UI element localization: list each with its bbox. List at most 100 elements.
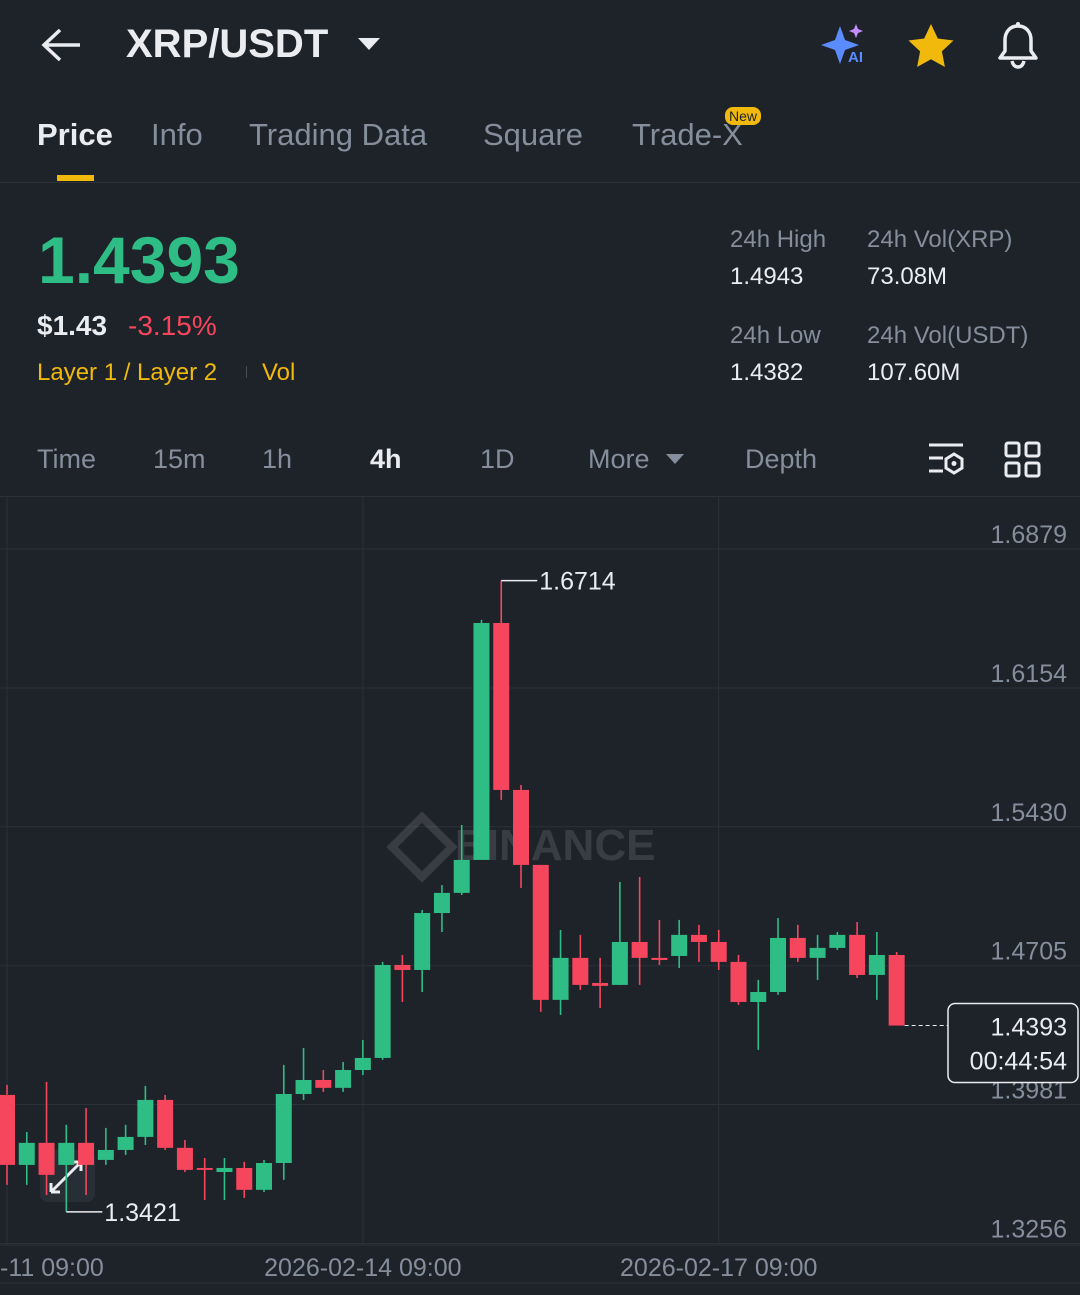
stat-value: 107.60M: [867, 359, 961, 386]
candle-body: [78, 1142, 95, 1165]
candle-body: [196, 1167, 213, 1170]
candle-body: [611, 941, 628, 985]
candle-body: [750, 992, 767, 1002]
svg-text:AI: AI: [848, 49, 863, 66]
stat-value: 1.4382: [730, 359, 804, 386]
new-badge: New: [725, 107, 762, 125]
stat-value: 73.08M: [867, 263, 948, 290]
candle-body: [513, 789, 530, 865]
candle-body: [315, 1079, 332, 1088]
candle-body: [157, 1099, 174, 1148]
candle-body: [18, 1142, 35, 1165]
x-tick-label: -11 09:00: [0, 1254, 104, 1282]
candle-body: [58, 1142, 75, 1165]
last-price-label: 1.4393: [991, 1014, 1067, 1042]
pair-dropdown[interactable]: [357, 36, 381, 52]
low-label: 1.3421: [104, 1199, 180, 1227]
back-button[interactable]: [40, 26, 84, 64]
indicator-settings[interactable]: [926, 440, 966, 480]
y-tick-label: 1.6879: [991, 521, 1067, 549]
candle-body: [710, 941, 727, 962]
candle-body: [236, 1167, 253, 1190]
more-dropdown[interactable]: [666, 453, 684, 465]
candle-body: [0, 1094, 15, 1165]
favorite-star[interactable]: [906, 22, 956, 68]
price-change: -3.15%: [128, 310, 217, 341]
candle-body: [888, 955, 905, 1026]
candle-body: [117, 1136, 134, 1150]
candle-body: [789, 937, 806, 958]
candle-body: [572, 957, 589, 985]
candle-body: [651, 957, 668, 960]
candle-body: [532, 864, 549, 1000]
pair-title[interactable]: XRP/USDT: [126, 22, 329, 66]
candle-body: [414, 913, 431, 970]
usd-price: $1.43: [37, 310, 108, 341]
stat-value: 1.4943: [730, 263, 804, 290]
candle-body: [671, 934, 688, 956]
countdown-label: 00:44:54: [970, 1048, 1067, 1076]
candle-body: [868, 955, 885, 975]
layout-grid[interactable]: [1004, 441, 1042, 479]
x-tick-label: 2026-02-17 09:00: [620, 1254, 817, 1282]
notification-bell[interactable]: [994, 20, 1042, 70]
y-tick-label: 1.6154: [991, 660, 1068, 688]
tab[interactable]: Square: [483, 117, 583, 152]
stat-label: 24h High: [730, 226, 827, 253]
interval[interactable]: 15m: [153, 444, 206, 474]
tab[interactable]: Price: [37, 117, 113, 152]
interval[interactable]: More: [588, 444, 650, 474]
candle-body: [592, 982, 609, 986]
y-tick-label: 1.5430: [991, 799, 1067, 827]
tab[interactable]: Trade-X: [632, 117, 743, 152]
stat-label: 24h Vol(USDT): [867, 322, 1029, 349]
candle-body: [97, 1149, 114, 1160]
candle-body: [493, 622, 510, 790]
high-label: 1.6714: [539, 568, 616, 596]
interval[interactable]: 1h: [262, 444, 293, 474]
divider: [0, 496, 1080, 497]
stat-label: 24h Vol(XRP): [867, 226, 1013, 253]
candle-body: [275, 1093, 292, 1163]
candle-body: [374, 964, 391, 1058]
stat-label: 24h Low: [730, 322, 821, 349]
last-price-box: [947, 1002, 1079, 1084]
candle-body: [394, 964, 411, 970]
interval[interactable]: Depth: [745, 444, 818, 474]
candle-body: [295, 1079, 312, 1094]
candle-body: [631, 941, 648, 958]
candle-body: [354, 1057, 371, 1071]
candle-body: [256, 1162, 273, 1190]
tag[interactable]: Vol: [262, 359, 296, 386]
candlestick-chart: BINANCE 1.68791.61541.54301.47051.39811.…: [0, 497, 1080, 1284]
tab[interactable]: Info: [151, 117, 203, 152]
candle-body: [137, 1099, 154, 1137]
candle-body: [809, 947, 826, 958]
candle-body: [335, 1070, 352, 1088]
candle-body: [770, 937, 787, 993]
candle-body: [690, 934, 707, 942]
tab[interactable]: Trading Data: [249, 117, 428, 152]
last-price: 1.4393: [38, 223, 240, 297]
tag-separator: [246, 366, 247, 378]
y-tick-label: 1.4705: [991, 938, 1067, 966]
candle-body: [730, 961, 747, 1002]
interval[interactable]: Time: [37, 444, 96, 474]
candle-body: [176, 1147, 193, 1170]
candle-body: [849, 934, 866, 975]
divider: [0, 182, 1080, 183]
y-tick-label: 1.3256: [991, 1216, 1067, 1244]
candle-body: [433, 892, 450, 914]
candle-body: [473, 622, 490, 860]
x-tick-label: 2026-02-14 09:00: [264, 1254, 461, 1282]
interval[interactable]: 4h: [370, 444, 402, 474]
candle-body: [552, 957, 569, 1000]
ai-icon[interactable]: AI: [818, 22, 870, 66]
candle-body: [829, 934, 846, 948]
candle-body: [216, 1167, 233, 1172]
candle-body: [38, 1142, 55, 1175]
tag[interactable]: Layer 1 / Layer 2: [37, 359, 218, 386]
interval[interactable]: 1D: [480, 444, 515, 474]
candle-body: [453, 859, 470, 893]
